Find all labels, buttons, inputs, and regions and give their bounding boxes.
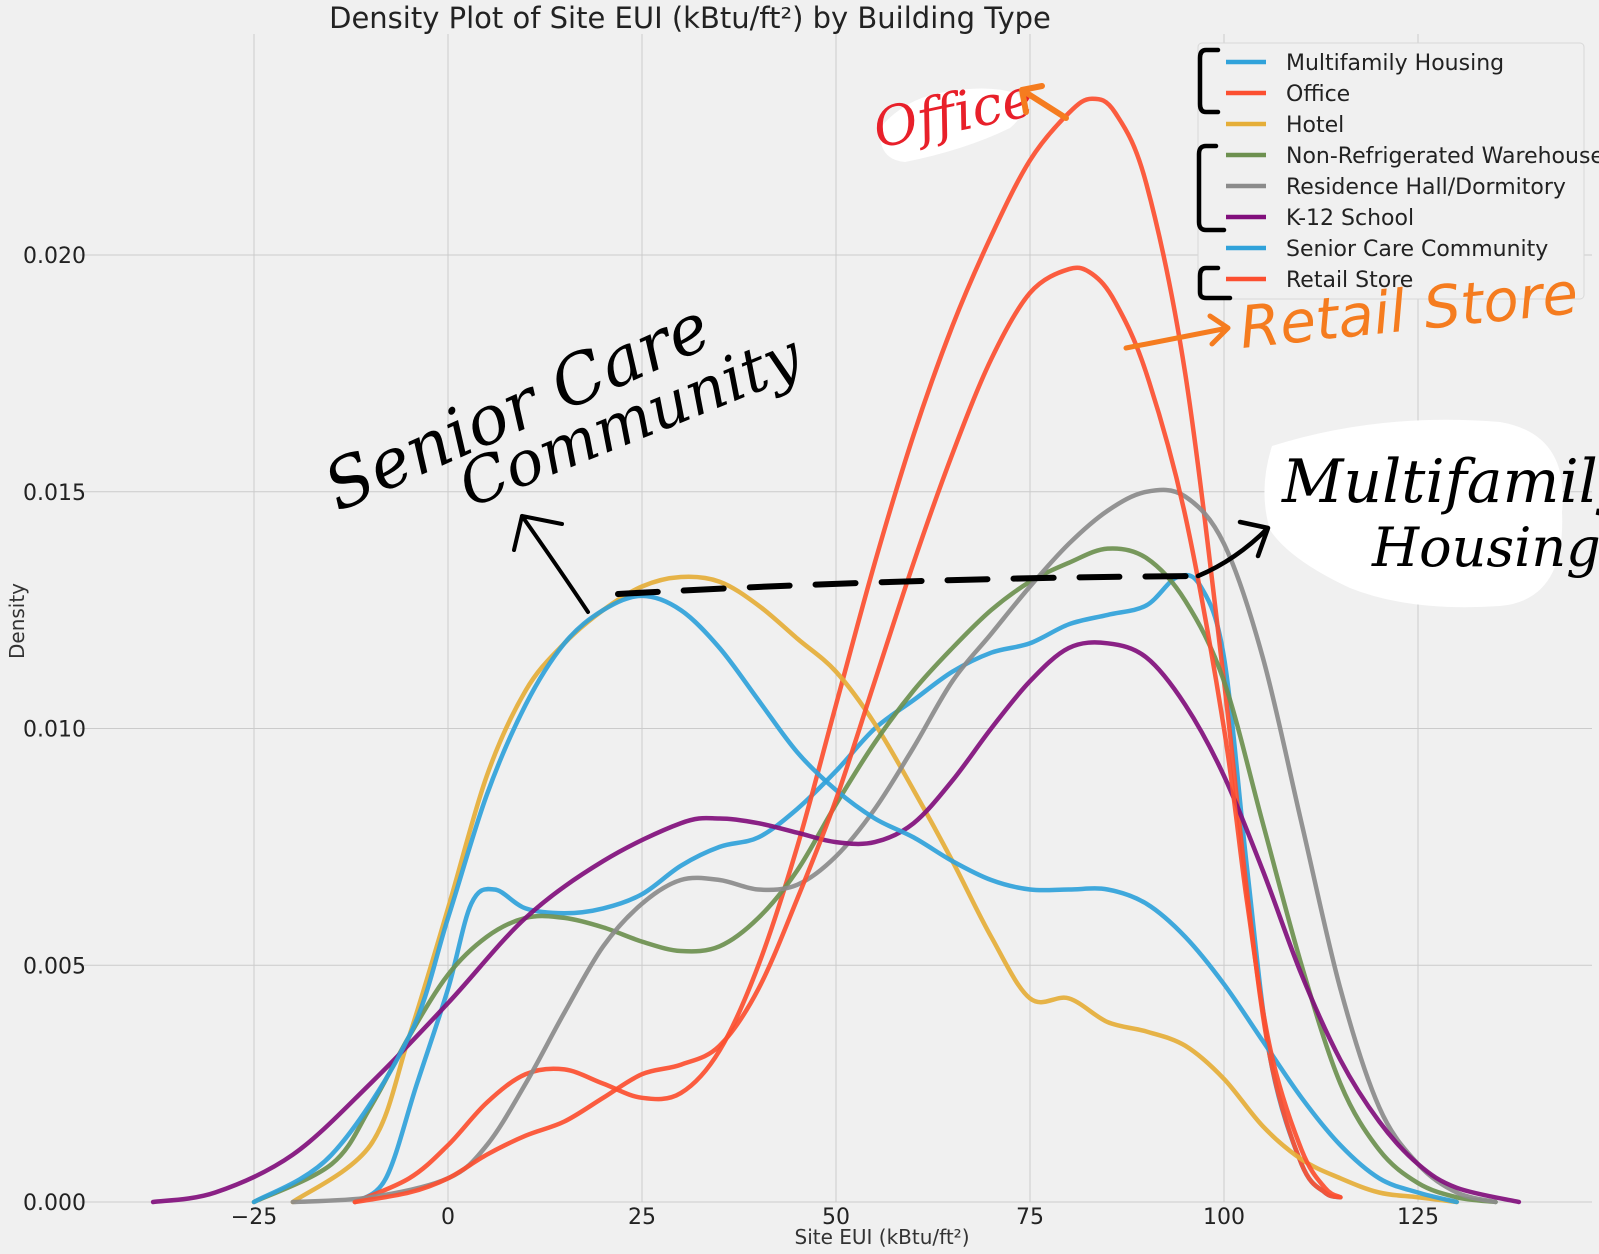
bracket-middle bbox=[1196, 143, 1227, 233]
curve-k-12-school bbox=[150, 640, 1522, 1205]
y-tick-label: 0.015 bbox=[23, 481, 86, 506]
curve-senior-care-community bbox=[251, 593, 1460, 1205]
density-curves bbox=[150, 96, 1522, 1205]
legend-label-non-refrigerated-warehouse: Non-Refrigerated Warehouse bbox=[1286, 144, 1599, 169]
retail-arrow bbox=[1123, 313, 1231, 351]
office-arrow bbox=[1019, 83, 1069, 121]
curve-office bbox=[352, 96, 1343, 1205]
legend-entries: Multifamily Housing Office Hotel Non-Refrig… bbox=[1226, 51, 1599, 293]
office-highlight bbox=[879, 88, 1023, 162]
legend-label-residence-hall-dormitory: Residence Hall/Dormitory bbox=[1286, 175, 1566, 200]
legend-label-retail-store: Retail Store bbox=[1286, 268, 1413, 293]
x-tick-labels: −25 0 25 50 75 100 125 bbox=[231, 1205, 1439, 1230]
multifamily-text-line1: Multifamily bbox=[1281, 447, 1599, 517]
chart-title: Density Plot of Site EUI (kBtu/ft²) by B… bbox=[329, 1, 1051, 35]
x-tick-label: 25 bbox=[628, 1205, 656, 1230]
y-tick-label: 0.020 bbox=[23, 244, 86, 269]
y-axis-label: Density bbox=[5, 583, 29, 659]
x-tick-label: −25 bbox=[231, 1205, 277, 1230]
legend-label-senior-care-community: Senior Care Community bbox=[1286, 237, 1548, 262]
x-tick-label: 50 bbox=[822, 1205, 850, 1230]
x-tick-label: 75 bbox=[1016, 1205, 1044, 1230]
bracket-top bbox=[1197, 47, 1221, 115]
y-tick-labels: 0.000 0.005 0.010 0.015 0.020 bbox=[23, 244, 86, 1216]
multifamily-dashed-line bbox=[615, 573, 1201, 597]
multifamily-annotation: Multifamily Housing bbox=[615, 419, 1599, 608]
multifamily-text-line2: Housing bbox=[1371, 516, 1599, 579]
bracket-bottom bbox=[1197, 265, 1233, 301]
curve-residence-hall-dormitory bbox=[290, 487, 1498, 1205]
y-tick-label: 0.010 bbox=[23, 718, 86, 743]
y-tick-label: 0.000 bbox=[23, 1191, 86, 1216]
legend-label-multifamily-housing: Multifamily Housing bbox=[1286, 51, 1504, 76]
x-tick-label: 125 bbox=[1397, 1205, 1439, 1230]
y-tick-label: 0.005 bbox=[23, 954, 86, 979]
legend-label-k-12-school: K-12 School bbox=[1286, 206, 1414, 231]
senior-care-arrow bbox=[512, 514, 590, 614]
x-axis-label: Site EUI (kBtu/ft²) bbox=[795, 1225, 970, 1249]
office-annotation: Office bbox=[868, 65, 1069, 162]
legend-brackets bbox=[1196, 47, 1233, 301]
curve-non-refrigerated-warehouse bbox=[251, 546, 1498, 1205]
multifamily-arrow bbox=[1195, 519, 1271, 579]
legend-label-office: Office bbox=[1286, 82, 1350, 107]
curve-hotel bbox=[290, 574, 1460, 1205]
multifamily-highlight bbox=[1264, 419, 1563, 608]
legend-label-hotel: Hotel bbox=[1286, 113, 1344, 138]
x-tick-label: 100 bbox=[1203, 1205, 1245, 1230]
legend: Multifamily Housing Office Hotel Non-Refrig… bbox=[1197, 42, 1599, 300]
x-tick-label: 0 bbox=[441, 1205, 455, 1230]
curve-retail-store bbox=[352, 265, 1343, 1205]
